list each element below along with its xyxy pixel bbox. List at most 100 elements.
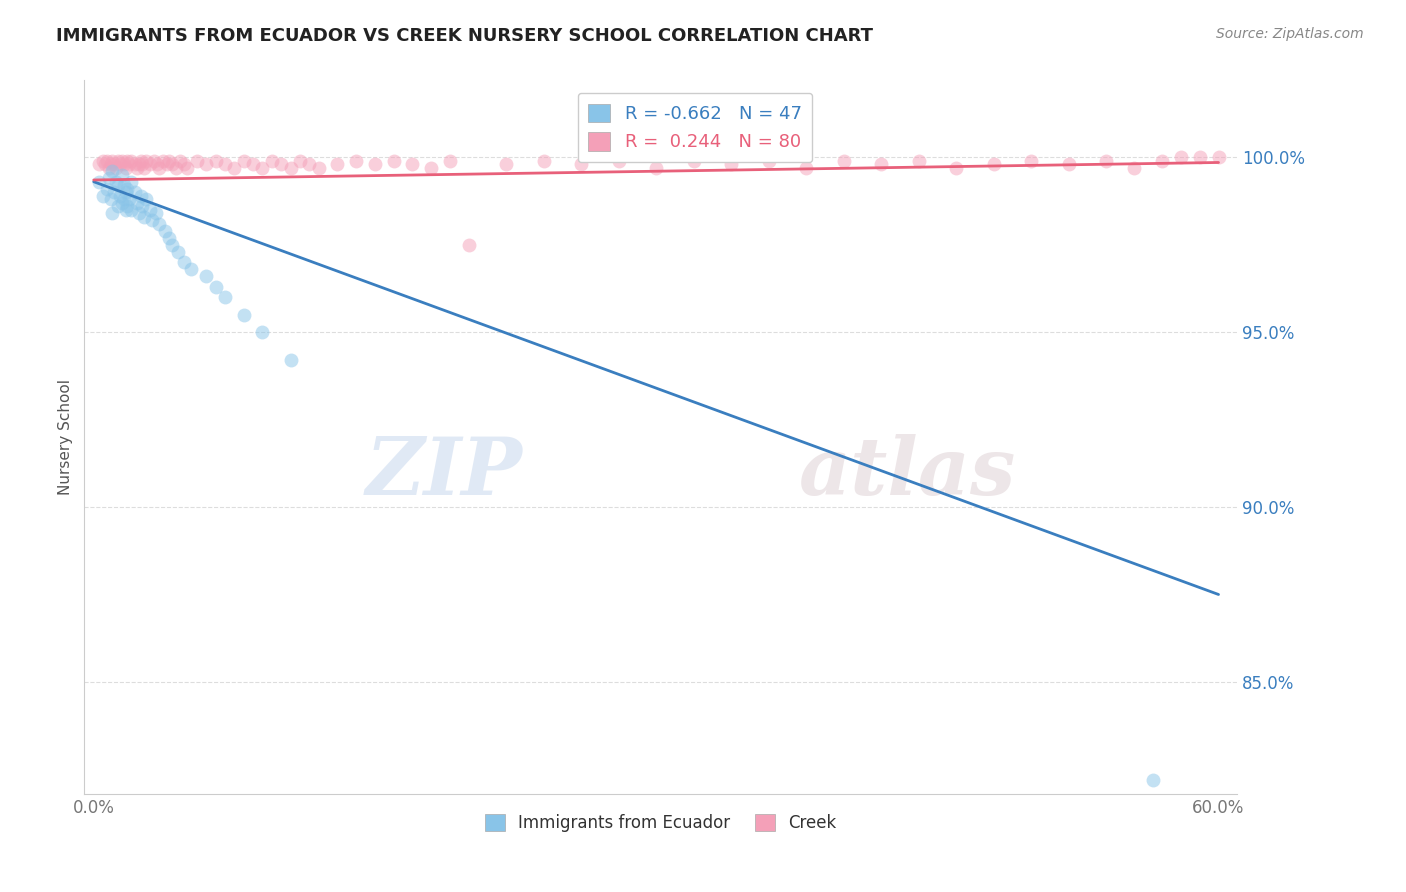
Point [252, 161, 274, 175]
Point [420, 161, 443, 175]
Point [162, 237, 184, 252]
Point [97, 161, 120, 175]
Point [141, 213, 163, 227]
Point [308, 161, 330, 175]
Point [1019, 153, 1042, 168]
Point [103, 157, 125, 171]
Point [96, 182, 118, 196]
Point [794, 161, 817, 175]
Point [1188, 150, 1211, 164]
Point [173, 255, 195, 269]
Point [1057, 157, 1080, 171]
Point [111, 168, 134, 182]
Point [100, 157, 122, 171]
Point [157, 230, 180, 244]
Point [131, 157, 153, 171]
Point [167, 244, 190, 259]
Point [120, 202, 142, 217]
Legend: Immigrants from Ecuador, Creek: Immigrants from Ecuador, Creek [478, 807, 844, 839]
Point [91, 153, 114, 168]
Point [344, 153, 367, 168]
Point [105, 161, 128, 175]
Text: ZIP: ZIP [366, 434, 523, 511]
Point [89, 175, 111, 189]
Point [103, 185, 125, 199]
Point [146, 157, 169, 171]
Point [832, 153, 855, 168]
Point [195, 269, 218, 284]
Point [108, 188, 131, 202]
Point [176, 161, 198, 175]
Point [1095, 153, 1118, 168]
Point [533, 153, 555, 168]
Point [1170, 150, 1192, 164]
Point [107, 153, 129, 168]
Point [128, 206, 150, 220]
Point [118, 192, 141, 206]
Point [101, 153, 124, 168]
Point [111, 153, 134, 168]
Point [232, 308, 254, 322]
Point [1123, 161, 1146, 175]
Point [270, 157, 292, 171]
Point [134, 210, 156, 224]
Point [298, 157, 321, 171]
Point [204, 153, 226, 168]
Point [120, 153, 142, 168]
Point [111, 195, 134, 210]
Point [1152, 153, 1174, 168]
Point [280, 161, 302, 175]
Point [224, 161, 246, 175]
Point [105, 175, 128, 189]
Point [135, 153, 157, 168]
Point [280, 353, 302, 368]
Point [91, 188, 114, 202]
Point [124, 157, 146, 171]
Point [96, 153, 118, 168]
Point [128, 157, 150, 171]
Point [720, 157, 742, 171]
Point [107, 199, 129, 213]
Point [112, 192, 135, 206]
Point [112, 157, 135, 171]
Point [186, 153, 208, 168]
Point [260, 153, 283, 168]
Point [157, 153, 180, 168]
Point [131, 199, 153, 213]
Text: Source: ZipAtlas.com: Source: ZipAtlas.com [1216, 27, 1364, 41]
Point [100, 192, 122, 206]
Point [870, 157, 893, 171]
Point [180, 262, 202, 277]
Text: atlas: atlas [799, 434, 1017, 511]
Text: IMMIGRANTS FROM ECUADOR VS CREEK NURSERY SCHOOL CORRELATION CHART: IMMIGRANTS FROM ECUADOR VS CREEK NURSERY… [56, 27, 873, 45]
Point [118, 157, 141, 171]
Point [112, 178, 135, 193]
Point [148, 161, 170, 175]
Point [758, 153, 780, 168]
Point [983, 157, 1005, 171]
Point [214, 290, 236, 304]
Point [114, 202, 136, 217]
Point [232, 153, 254, 168]
Point [326, 157, 349, 171]
Point [401, 157, 423, 171]
Point [165, 161, 187, 175]
Point [142, 153, 165, 168]
Point [214, 157, 236, 171]
Point [569, 157, 592, 171]
Point [607, 153, 630, 168]
Point [152, 153, 174, 168]
Point [457, 237, 479, 252]
Point [1142, 772, 1164, 787]
Point [204, 279, 226, 293]
Point [117, 182, 139, 196]
Point [101, 164, 124, 178]
Point [242, 157, 264, 171]
Point [173, 157, 195, 171]
Point [107, 178, 129, 193]
Point [153, 224, 176, 238]
Point [252, 325, 274, 339]
Point [145, 206, 167, 220]
Point [114, 161, 136, 175]
Point [495, 157, 517, 171]
